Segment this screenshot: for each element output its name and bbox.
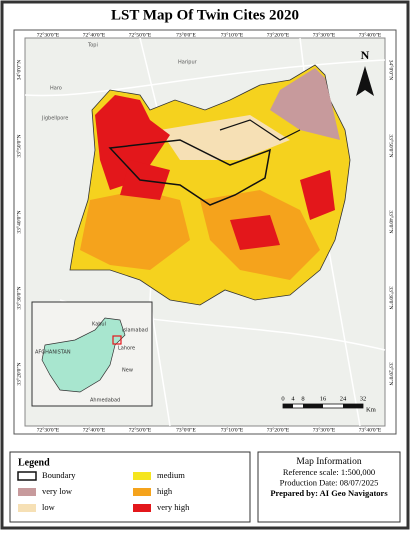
- lon-label: 73°20'0"E: [267, 31, 290, 38]
- place-label: Jigbellpore: [41, 116, 68, 122]
- north-label: N: [361, 48, 370, 62]
- legend-box: [9, 451, 251, 523]
- place-label: Topi: [87, 43, 98, 49]
- scale-tick: 24: [340, 395, 347, 402]
- info-box: [257, 451, 401, 523]
- lat-label: 33°40'0"N: [388, 210, 395, 233]
- legend-label: very high: [157, 502, 190, 512]
- inset-label: Kabul: [92, 322, 106, 328]
- map-title: LST Map Of Twin Cites 2020: [111, 7, 299, 23]
- lat-label: 33°20'0"N: [388, 362, 395, 385]
- lon-label: 73°30'0"E: [313, 31, 336, 38]
- lon-label: 73°20'0"E: [267, 426, 290, 433]
- north-arrow: N: [356, 48, 374, 96]
- scale-bar: [282, 403, 364, 409]
- lon-label: 73°30'0"E: [313, 426, 336, 433]
- lon-label: 73°10'0"E: [221, 426, 244, 433]
- lon-label: 73°40'0"E: [359, 426, 382, 433]
- info-line: Reference scale: 1:500,000: [283, 467, 375, 477]
- inset-map: [31, 301, 153, 407]
- legend-title: Legend: [18, 457, 50, 468]
- legend-swatch: [133, 504, 151, 512]
- place-label: Haro: [50, 86, 62, 92]
- place-label: Haripur: [178, 60, 198, 66]
- info-line: Prepared by: AI Geo Navigators: [270, 488, 388, 498]
- scale-tick: 32: [360, 395, 367, 402]
- scale-tick: 8: [301, 395, 304, 402]
- legend-label: low: [42, 502, 56, 512]
- lat-label: 34°0'0"N: [15, 60, 22, 80]
- legend-swatch: [18, 504, 36, 512]
- lon-label: 72°30'0"E: [37, 31, 60, 38]
- lat-label: 33°50'0"N: [15, 134, 22, 157]
- scale-tick: 0: [281, 395, 284, 402]
- legend-label: Boundary: [42, 470, 76, 480]
- info-title: Map Information: [296, 456, 361, 467]
- lon-label: 72°50'0"E: [129, 31, 152, 38]
- legend-label: high: [157, 486, 173, 496]
- scale-tick: 16: [320, 395, 327, 402]
- lat-label: 33°30'0"N: [388, 286, 395, 309]
- inset-label: Islamabad: [122, 328, 148, 334]
- inset-label: Lahore: [118, 346, 135, 352]
- lat-label: 33°30'0"N: [15, 286, 22, 309]
- lat-label: 33°50'0"N: [388, 134, 395, 157]
- legend-swatch: [133, 472, 151, 480]
- scale-tick: 4: [291, 395, 295, 402]
- lon-label: 72°50'0"E: [129, 426, 152, 433]
- lon-label: 73°10'0"E: [221, 31, 244, 38]
- lon-label: 72°40'0"E: [83, 426, 106, 433]
- inset-label: AFGHANISTAN: [35, 350, 71, 356]
- legend-swatch: [18, 488, 36, 496]
- lon-label: 73°0'0"E: [176, 31, 196, 38]
- lon-label: 73°40'0"E: [359, 31, 382, 38]
- inset-label: Ahmedabad: [90, 398, 120, 404]
- lat-label: 33°20'0"N: [15, 362, 22, 385]
- lon-label: 72°30'0"E: [37, 426, 60, 433]
- legend-swatch: [17, 471, 37, 481]
- legend-swatch: [133, 488, 151, 496]
- lst-raster: [69, 64, 351, 306]
- legend-label: very low: [42, 486, 73, 496]
- legend-label: medium: [157, 470, 185, 480]
- lat-label: 34°0'0"N: [388, 60, 395, 80]
- lat-label: 33°40'0"N: [15, 210, 22, 233]
- scale-unit: Km: [366, 406, 376, 413]
- lon-label: 73°0'0"E: [176, 426, 196, 433]
- info-line: Production Date: 08/07/2025: [280, 477, 379, 487]
- lon-label: 72°40'0"E: [83, 31, 106, 38]
- inset-label: New: [122, 368, 133, 374]
